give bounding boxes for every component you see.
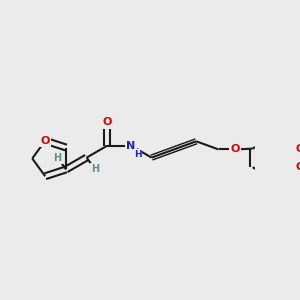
Text: O: O (103, 117, 112, 127)
Text: N: N (126, 141, 136, 151)
Text: O: O (40, 136, 50, 146)
Text: H: H (91, 164, 99, 175)
Text: O: O (230, 145, 240, 154)
Text: O: O (296, 144, 300, 154)
Text: H: H (53, 153, 62, 163)
Text: O: O (296, 162, 300, 172)
Text: H: H (134, 150, 142, 159)
